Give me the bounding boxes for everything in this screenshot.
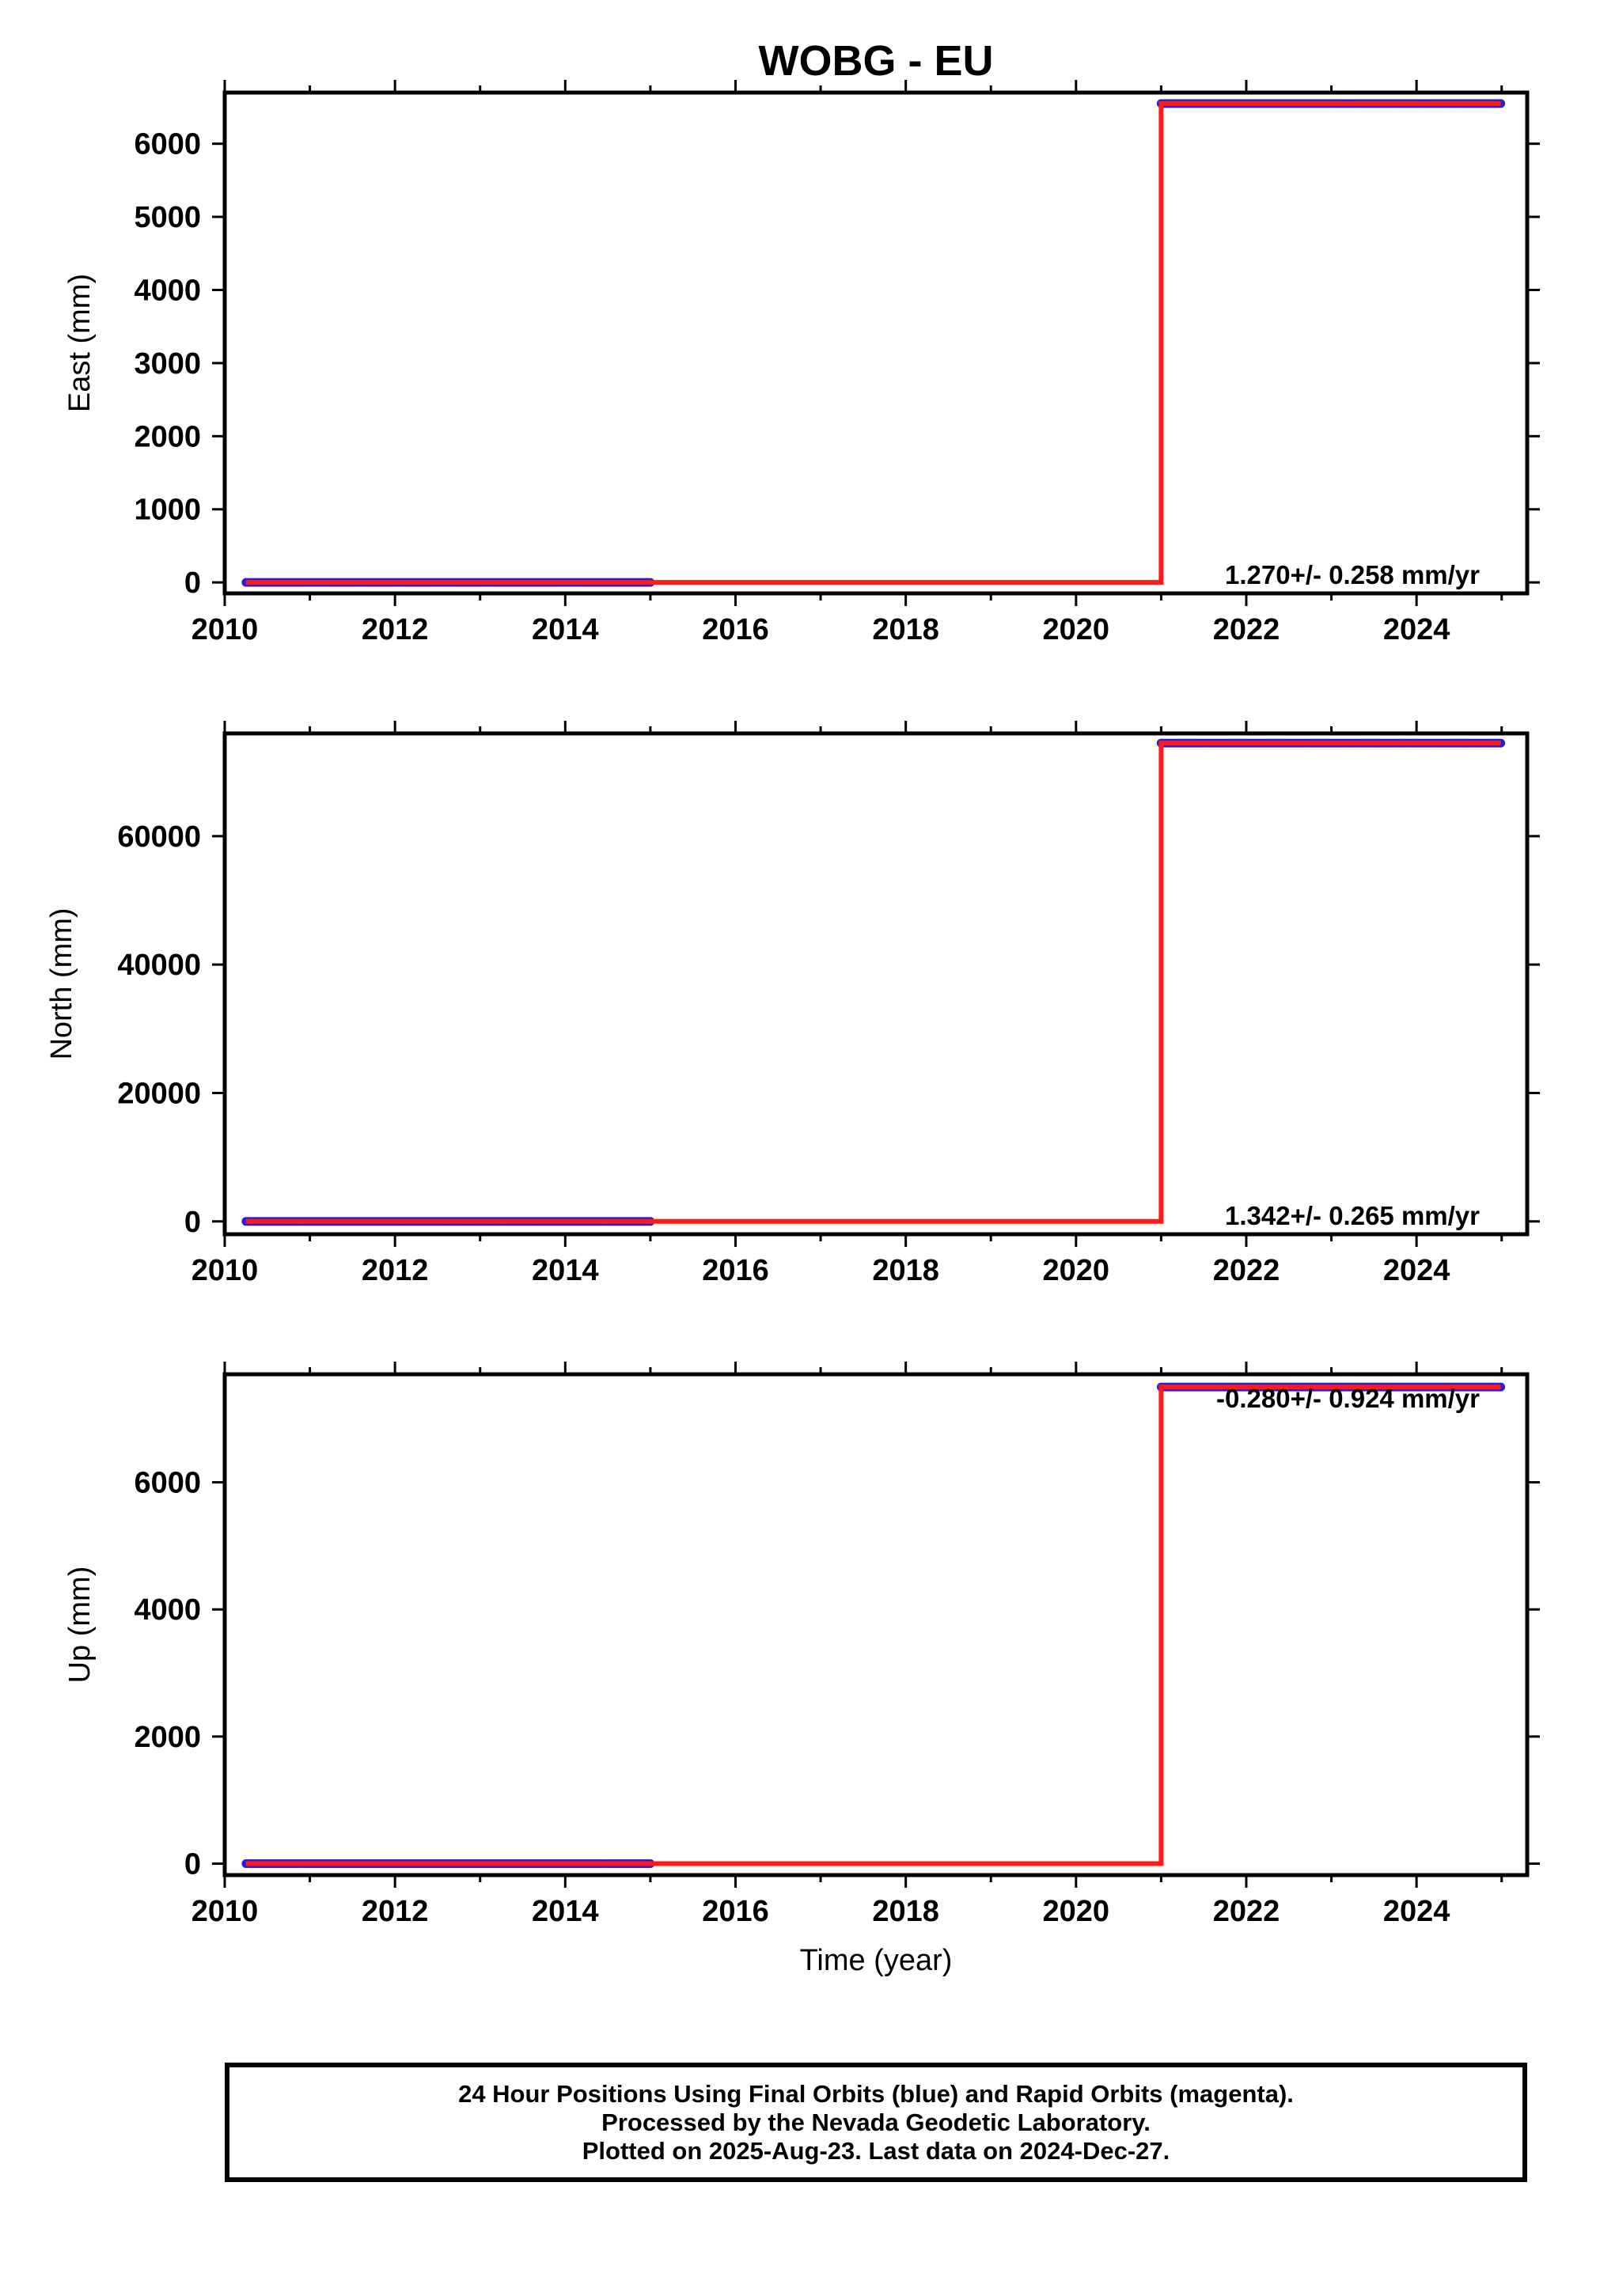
plot-frame (222, 1372, 1530, 1877)
y-tick-label: 0 (184, 1206, 201, 1239)
x-tick-label: 2014 (532, 613, 599, 646)
x-tick-label: 2020 (1043, 613, 1110, 646)
y-tick-label: 6000 (134, 1467, 201, 1500)
x-tick-label: 2012 (362, 1254, 429, 1287)
x-tick-label: 2018 (872, 1254, 939, 1287)
x-tick-label: 2016 (702, 1254, 769, 1287)
x-tick-label: 2024 (1383, 1895, 1450, 1928)
footer-line-2: Processed by the Nevada Geodetic Laborat… (601, 2108, 1151, 2136)
y-tick-label: 2000 (134, 1721, 201, 1754)
velocity-annotation: 1.342+/- 0.265 mm/yr (1225, 1201, 1480, 1230)
velocity-annotation: -0.280+/- 0.924 mm/yr (1216, 1384, 1480, 1413)
x-tick-label: 2014 (532, 1254, 599, 1287)
y-tick-label: 60000 (117, 820, 201, 854)
x-tick-label: 2024 (1383, 1254, 1450, 1287)
y-tick-label: 1000 (134, 494, 201, 527)
x-tick-label: 2024 (1383, 613, 1450, 646)
chart-title: WOBG - EU (759, 37, 994, 85)
final-orbit-points (241, 99, 1506, 587)
plot-frame (222, 90, 1530, 596)
footer-line-3: Plotted on 2025-Aug-23. Last data on 202… (582, 2136, 1170, 2165)
y-axis-label: Up (mm) (63, 1567, 97, 1684)
x-tick-label: 2012 (362, 1895, 429, 1928)
y-tick-label: 40000 (117, 949, 201, 982)
x-tick-label: 2022 (1213, 1895, 1280, 1928)
y-tick-label: 4000 (134, 275, 201, 308)
x-tick-label: 2010 (191, 1895, 259, 1928)
x-tick-label: 2018 (872, 1895, 939, 1928)
x-tick-label: 2016 (702, 613, 769, 646)
y-axis-label: North (mm) (45, 907, 78, 1059)
x-tick-label: 2020 (1043, 1895, 1110, 1928)
y-tick-label: 0 (184, 566, 201, 600)
velocity-annotation: 1.270+/- 0.258 mm/yr (1225, 560, 1480, 589)
final-orbit-points (241, 738, 1506, 1226)
y-tick-label: 6000 (134, 128, 201, 161)
x-tick-label: 2010 (191, 1254, 259, 1287)
y-tick-label: 20000 (117, 1077, 201, 1110)
panel-3: 2010 2012 2014 2016 2018 2020 2022 2024 0 2000 400… (63, 1362, 1540, 1977)
x-tick-label: 2022 (1213, 1254, 1280, 1287)
x-tick-label: 2016 (702, 1895, 769, 1928)
y-tick-label: 0 (184, 1848, 201, 1881)
final-orbit-points (241, 1382, 1506, 1868)
plot-frame (222, 731, 1530, 1237)
x-tick-label: 2012 (362, 613, 429, 646)
x-tick-label: 2014 (532, 1895, 599, 1928)
footer-info-box: 24 Hour Positions Using Final Orbits (bl… (225, 2063, 1527, 2182)
model-fit-line (245, 100, 1501, 585)
footer-line-1: 24 Hour Positions Using Final Orbits (bl… (458, 2079, 1294, 2108)
x-tick-label: 2020 (1043, 1254, 1110, 1287)
x-tick-label: 2022 (1213, 613, 1280, 646)
model-fit-line (245, 1385, 1501, 1866)
model-fit-line (245, 741, 1501, 1224)
y-tick-label: 2000 (134, 420, 201, 453)
panel-1: 2010 2012 2014 2016 2018 2020 2022 2024 0 1000 200… (63, 37, 1540, 646)
y-tick-label: 5000 (134, 201, 201, 234)
panel-2: 2010 2012 2014 2016 2018 2020 2022 2024 0 20000 40… (45, 721, 1540, 1287)
y-tick-label: 4000 (134, 1593, 201, 1627)
x-axis-label: Time (year) (800, 1944, 953, 1977)
x-tick-label: 2018 (872, 613, 939, 646)
y-axis-label: East (mm) (63, 274, 97, 412)
y-tick-label: 3000 (134, 347, 201, 381)
x-tick-label: 2010 (191, 613, 259, 646)
